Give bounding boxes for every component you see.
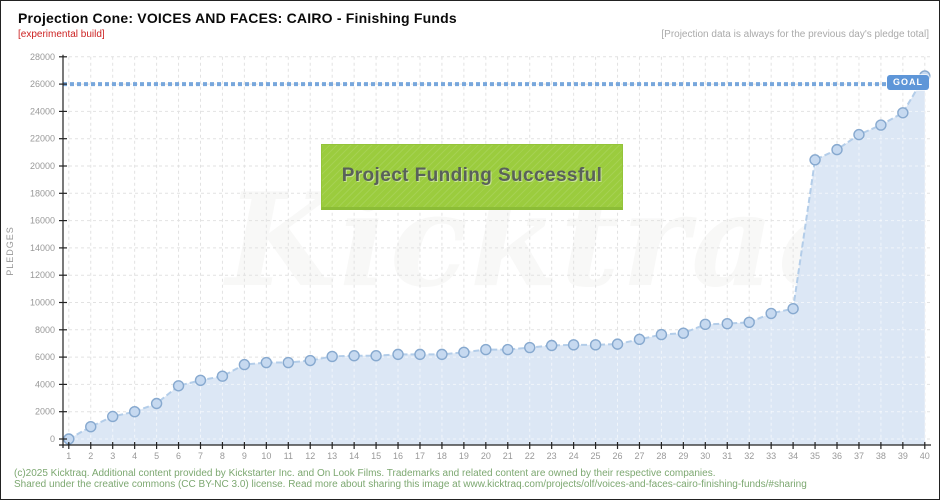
goal-badge: GOAL — [887, 75, 929, 90]
footer: (c)2025 Kicktraq. Additional content pro… — [14, 468, 807, 490]
svg-text:39: 39 — [898, 451, 908, 461]
svg-text:2000: 2000 — [35, 407, 55, 417]
svg-text:5: 5 — [154, 451, 159, 461]
svg-text:20: 20 — [481, 451, 491, 461]
svg-text:32: 32 — [744, 451, 754, 461]
page-title: Projection Cone: VOICES AND FACES: CAIRO… — [18, 10, 457, 26]
svg-text:24000: 24000 — [30, 106, 55, 116]
svg-text:22: 22 — [525, 451, 535, 461]
svg-text:7: 7 — [198, 451, 203, 461]
svg-text:22000: 22000 — [30, 134, 55, 144]
svg-text:21: 21 — [503, 451, 513, 461]
svg-text:18: 18 — [437, 451, 447, 461]
svg-text:18000: 18000 — [30, 188, 55, 198]
svg-text:33: 33 — [766, 451, 776, 461]
svg-text:29: 29 — [678, 451, 688, 461]
svg-text:3: 3 — [110, 451, 115, 461]
svg-text:16000: 16000 — [30, 216, 55, 226]
svg-text:12: 12 — [305, 451, 315, 461]
svg-text:20000: 20000 — [30, 161, 55, 171]
svg-text:30: 30 — [700, 451, 710, 461]
svg-text:12000: 12000 — [30, 270, 55, 280]
svg-text:17: 17 — [415, 451, 425, 461]
svg-text:38: 38 — [876, 451, 886, 461]
projection-data-note: [Projection data is always for the previ… — [661, 29, 929, 40]
svg-text:37: 37 — [854, 451, 864, 461]
svg-text:9: 9 — [242, 451, 247, 461]
svg-text:13: 13 — [327, 451, 337, 461]
svg-text:28000: 28000 — [30, 52, 55, 62]
svg-text:PLEDGES: PLEDGES — [5, 226, 15, 276]
svg-text:24: 24 — [569, 451, 579, 461]
svg-text:6000: 6000 — [35, 352, 55, 362]
svg-text:14000: 14000 — [30, 243, 55, 253]
svg-text:11: 11 — [284, 451, 293, 461]
svg-text:8000: 8000 — [35, 325, 55, 335]
svg-text:10: 10 — [261, 451, 271, 461]
svg-text:4: 4 — [132, 451, 137, 461]
footer-copyright: (c)2025 Kicktraq. Additional content pro… — [14, 468, 716, 479]
svg-text:27: 27 — [634, 451, 644, 461]
svg-text:19: 19 — [459, 451, 469, 461]
svg-text:28: 28 — [656, 451, 666, 461]
svg-text:16: 16 — [393, 451, 403, 461]
svg-text:8: 8 — [220, 451, 225, 461]
svg-text:10000: 10000 — [30, 298, 55, 308]
experimental-build-note: [experimental build] — [18, 29, 105, 40]
svg-text:26: 26 — [613, 451, 623, 461]
svg-text:35: 35 — [810, 451, 820, 461]
svg-text:34: 34 — [788, 451, 798, 461]
svg-text:23: 23 — [547, 451, 557, 461]
svg-text:25: 25 — [591, 451, 601, 461]
svg-text:36: 36 — [832, 451, 842, 461]
svg-text:14: 14 — [349, 451, 359, 461]
footer-license: Shared under the creative commons (CC BY… — [14, 479, 807, 490]
svg-text:1: 1 — [66, 451, 71, 461]
svg-text:6: 6 — [176, 451, 181, 461]
svg-text:40: 40 — [920, 451, 930, 461]
svg-text:4000: 4000 — [35, 379, 55, 389]
svg-text:26000: 26000 — [30, 79, 55, 89]
svg-text:0: 0 — [50, 434, 55, 444]
svg-text:15: 15 — [371, 451, 381, 461]
svg-text:31: 31 — [722, 451, 732, 461]
svg-text:2: 2 — [88, 451, 93, 461]
success-banner: Project Funding Successful — [321, 144, 623, 210]
